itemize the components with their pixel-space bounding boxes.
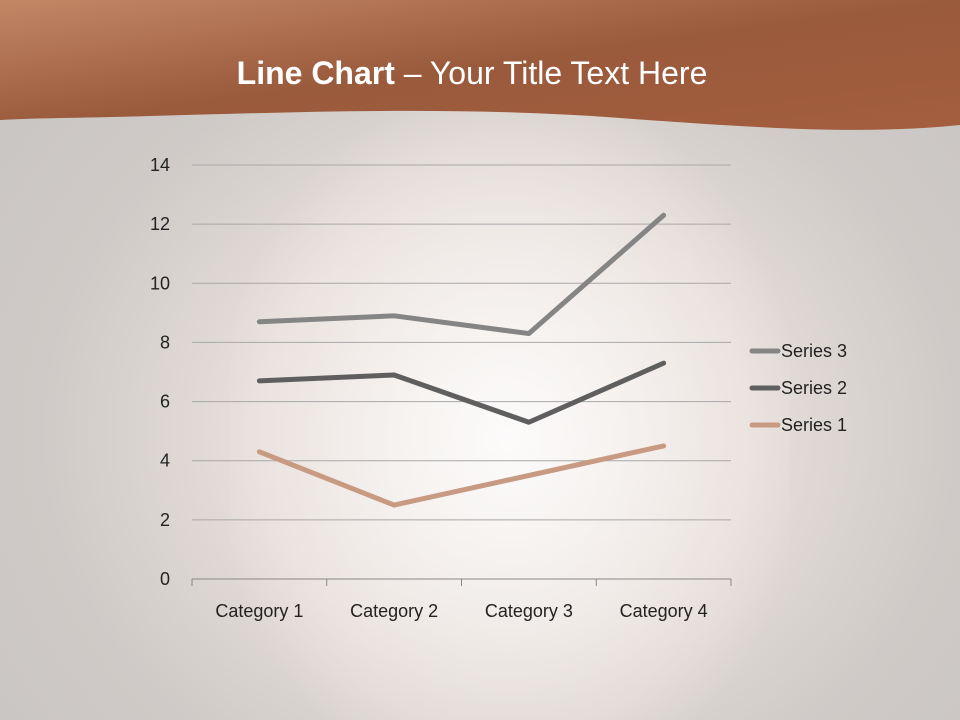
y-tick-label: 0 (160, 569, 170, 589)
y-tick-label: 2 (160, 510, 170, 530)
x-tick-label: Category 2 (350, 601, 438, 621)
header-band (0, 0, 960, 130)
series-line-1 (256, 443, 667, 508)
background-photo (230, 100, 790, 720)
y-tick-label: 12 (150, 214, 170, 234)
y-tick-label: 6 (160, 392, 170, 412)
legend-label: Series 1 (781, 415, 847, 435)
y-tick-label: 4 (160, 451, 170, 471)
title-bold: Line Chart (236, 55, 395, 91)
x-tick-label: Category 3 (485, 601, 573, 621)
title-rest: – Your Title Text Here (394, 55, 708, 91)
slide-title: Line Chart – Your Title Text Here (0, 55, 944, 92)
x-tick-label: Category 4 (620, 601, 708, 621)
series-line-3 (256, 212, 667, 337)
legend-label: Series 3 (781, 341, 847, 361)
legend-label: Series 2 (781, 378, 847, 398)
y-tick-label: 14 (150, 155, 170, 175)
x-tick-label: Category 1 (215, 601, 303, 621)
y-tick-label: 10 (150, 273, 170, 293)
y-tick-label: 8 (160, 332, 170, 352)
series-line-2 (256, 360, 667, 425)
